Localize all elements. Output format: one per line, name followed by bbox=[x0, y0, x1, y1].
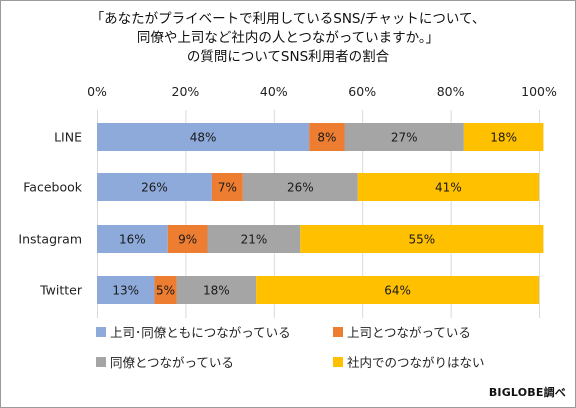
bar-segment bbox=[167, 225, 208, 253]
data-label: 64% bbox=[384, 284, 411, 298]
data-label: 7% bbox=[218, 181, 237, 195]
legend-swatch bbox=[96, 357, 106, 367]
data-label: 13% bbox=[112, 284, 139, 298]
data-label: 26% bbox=[287, 181, 314, 195]
category-label: Instagram bbox=[18, 232, 82, 247]
data-label: 41% bbox=[435, 181, 462, 195]
bar-segment bbox=[207, 225, 301, 253]
chart-title: 「あなたがプライベートで利用しているSNS/チャットについて、 同僚や上司など社… bbox=[0, 10, 576, 67]
legend-swatch bbox=[96, 327, 106, 337]
source-credit: BIGLOBE調べ bbox=[488, 386, 566, 399]
legend-swatch bbox=[333, 357, 343, 367]
bar-segment bbox=[357, 173, 539, 201]
data-label: 27% bbox=[391, 131, 418, 145]
category-label: Twitter bbox=[39, 283, 83, 298]
data-label: 5% bbox=[156, 284, 175, 298]
data-label: 16% bbox=[119, 233, 146, 247]
bar-segment bbox=[300, 225, 544, 253]
bar-segment bbox=[309, 123, 345, 151]
category-label: Facebook bbox=[23, 180, 82, 195]
x-tick-label: 20% bbox=[172, 84, 200, 99]
bar-segment bbox=[97, 225, 168, 253]
x-tick-label: 100% bbox=[521, 84, 557, 99]
category-labels: LINE Facebook Instagram Twitter bbox=[18, 130, 82, 298]
category-label: LINE bbox=[54, 130, 82, 145]
data-label: 48% bbox=[190, 131, 217, 145]
bar-segment bbox=[97, 173, 212, 201]
bar-segment bbox=[242, 173, 358, 201]
legend-label: 上司とつながっている bbox=[347, 325, 471, 340]
data-label: 55% bbox=[409, 233, 436, 247]
bar-segment bbox=[463, 123, 544, 151]
x-tick-label: 60% bbox=[348, 84, 376, 99]
legend-swatch bbox=[333, 327, 343, 337]
bar-segment bbox=[176, 276, 257, 304]
data-label: 21% bbox=[241, 233, 268, 247]
x-tick-label: 0% bbox=[87, 84, 107, 99]
data-label: 18% bbox=[203, 284, 230, 298]
data-label: 18% bbox=[490, 131, 517, 145]
legend-label: 同僚とつながっている bbox=[110, 355, 234, 370]
title-line-3: の質問についてSNS利用者の割合 bbox=[186, 49, 390, 65]
x-tick-label: 80% bbox=[437, 84, 465, 99]
bar-segment bbox=[154, 276, 177, 304]
data-label: 8% bbox=[317, 131, 336, 145]
bar-segment bbox=[211, 173, 243, 201]
x-tick-labels: 0% 20% 40% 60% 80% 100% bbox=[87, 84, 557, 99]
bars: 48% 8% 27% 18% 26% 7% 26% 41% 16% 9% 21% 55% 13% 5% 18… bbox=[97, 123, 544, 304]
title-line-1: 「あなたがプライベートで利用しているSNS/チャットについて、 bbox=[90, 11, 486, 27]
bar-segment bbox=[256, 276, 539, 304]
bar-segment bbox=[97, 276, 155, 304]
bar-segment bbox=[97, 123, 310, 151]
legend-label: 社内でのつながりはない bbox=[347, 355, 485, 370]
bar-segment bbox=[344, 123, 464, 151]
data-label: 9% bbox=[178, 233, 197, 247]
x-tick-label: 40% bbox=[260, 84, 288, 99]
title-line-2: 同僚や上司など社内の人とつながっていますか。」 bbox=[136, 30, 440, 46]
legend-label: 上司･同僚ともにつながっている bbox=[110, 325, 291, 340]
data-label: 26% bbox=[141, 181, 168, 195]
